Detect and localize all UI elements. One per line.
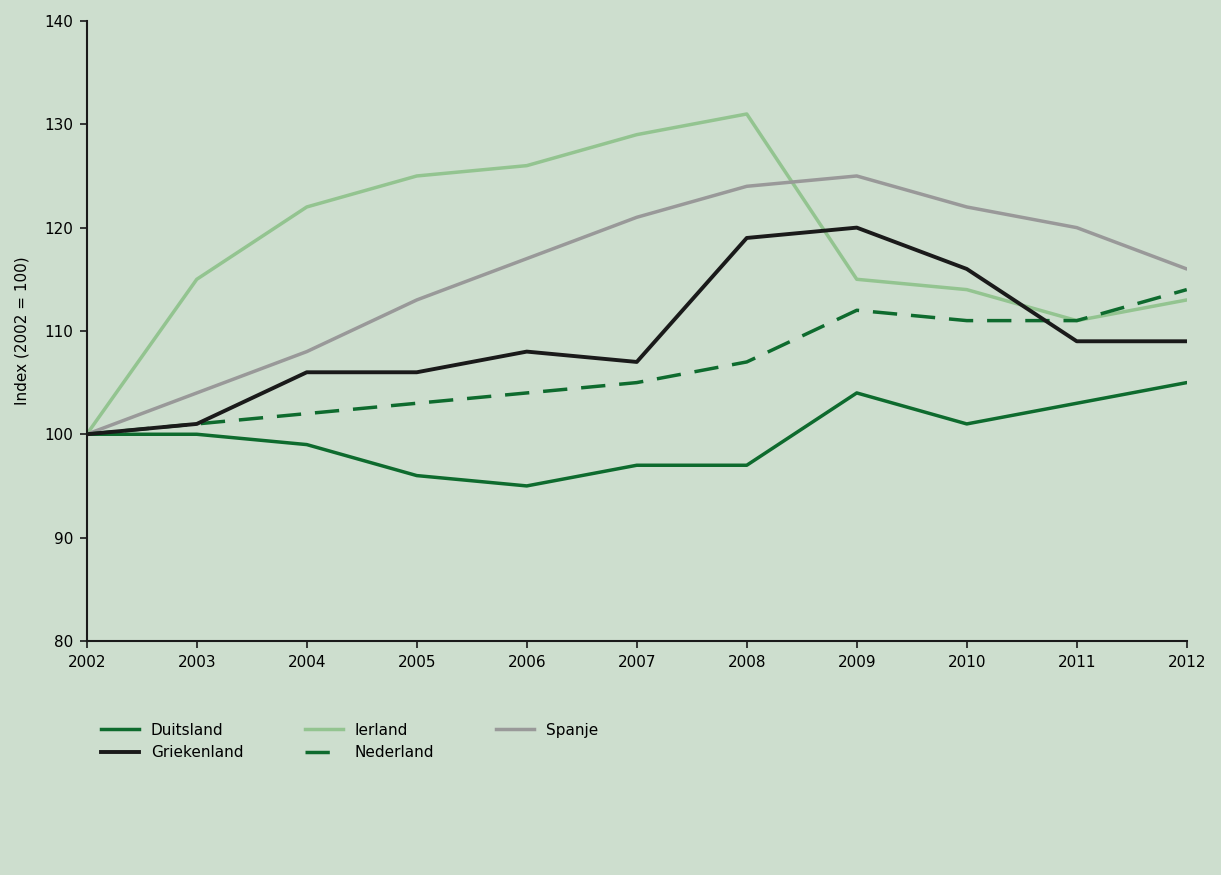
Legend: Duitsland, Griekenland, Ierland, Nederland, Spanje: Duitsland, Griekenland, Ierland, Nederla… [94, 717, 604, 766]
Y-axis label: Index (2002 = 100): Index (2002 = 100) [15, 256, 31, 405]
